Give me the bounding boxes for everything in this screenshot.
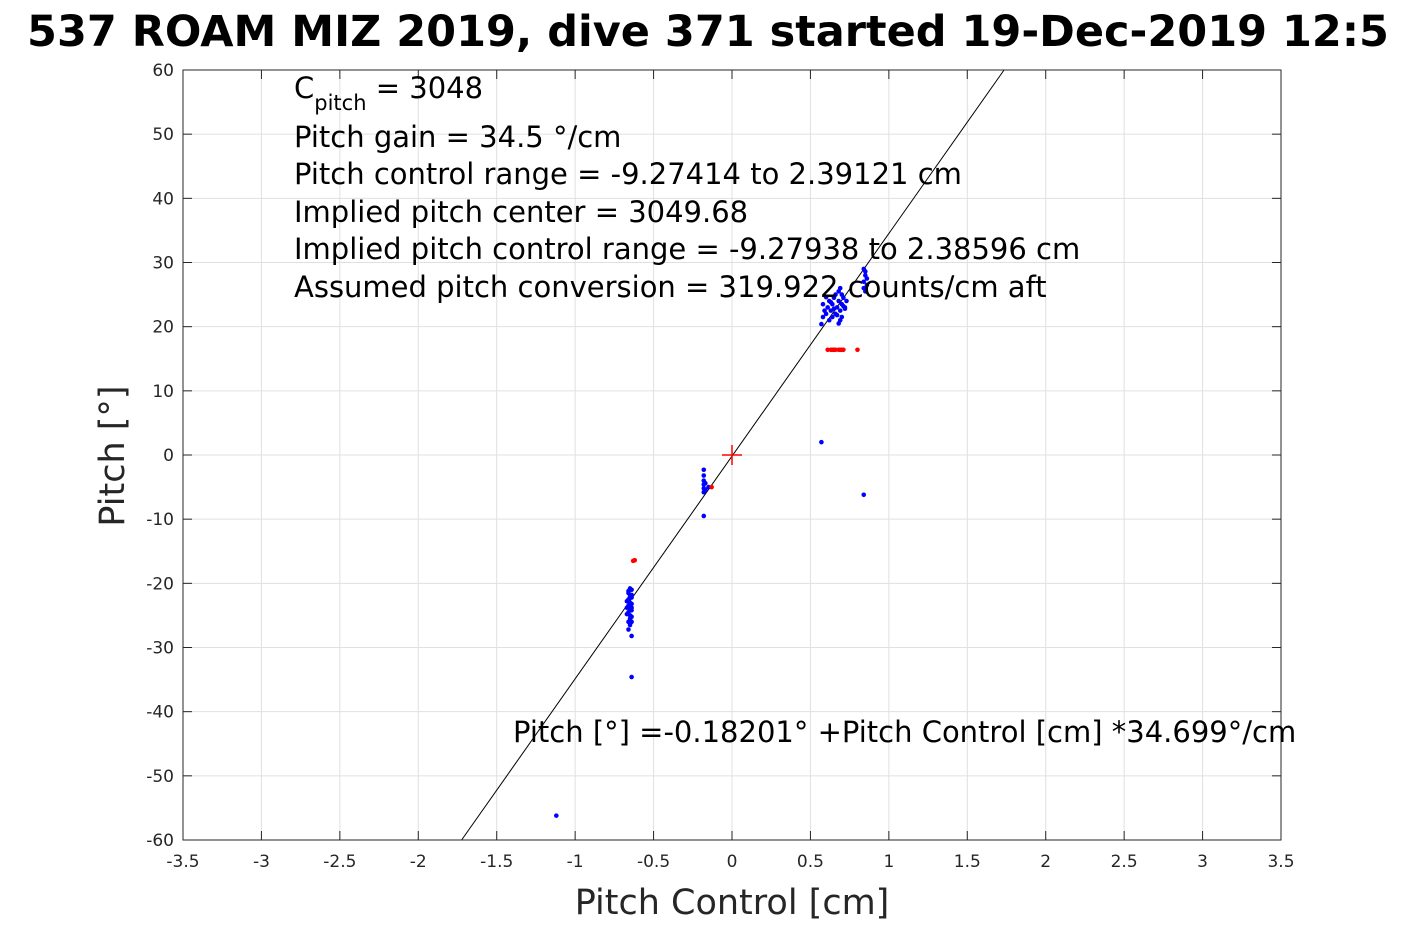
y-tick-label: 30 — [152, 254, 174, 274]
data-point-series-0 — [839, 314, 845, 320]
annotation-pitch-gain: Pitch gain = 34.5 °/cm — [294, 120, 621, 154]
data-points — [554, 266, 870, 818]
data-point-series-1 — [709, 484, 714, 490]
c-pitch-subscript: pitch — [314, 91, 366, 115]
x-tick-label: 2 — [1040, 852, 1051, 872]
data-point-series-0 — [831, 306, 837, 312]
axis-ticks: -3.5 -3 -2.5 -2 -1.5 -1 -0.5 0 0.5 1 1.5 2 2.5 3 3.5 -6… — [146, 61, 1294, 872]
data-point-series-0 — [624, 599, 630, 604]
x-tick-label: -0.5 — [637, 852, 670, 872]
data-point-series-0 — [626, 627, 631, 632]
x-tick-label: 0.5 — [797, 852, 824, 872]
y-tick-label: 50 — [152, 125, 174, 145]
data-point-series-1 — [841, 347, 846, 353]
data-point-series-0 — [837, 308, 843, 313]
x-tick-label: 1.5 — [954, 852, 981, 872]
x-tick-label: -3 — [253, 852, 270, 872]
data-point-series-0 — [701, 467, 707, 473]
y-tick-label: -60 — [146, 831, 174, 851]
y-tick-label: -50 — [146, 767, 174, 787]
y-tick-label: -30 — [146, 639, 174, 659]
c-pitch-base: C — [294, 71, 314, 105]
data-point-series-1 — [630, 558, 636, 564]
x-tick-label: -1.5 — [480, 852, 513, 872]
data-point-series-0 — [701, 513, 707, 519]
data-point-series-0 — [820, 314, 826, 320]
data-point-series-0 — [828, 299, 834, 305]
data-point-series-0 — [819, 321, 824, 327]
x-tick-label: 2.5 — [1111, 852, 1138, 872]
annotation-implied-pitch-center: Implied pitch center = 3049.68 — [294, 195, 748, 229]
x-tick-label: -2.5 — [323, 852, 356, 872]
data-point-series-0 — [629, 674, 634, 680]
y-tick-label: 60 — [152, 61, 174, 81]
data-point-series-0 — [833, 292, 838, 297]
data-point-series-0 — [701, 473, 707, 478]
data-point-series-0 — [629, 633, 634, 639]
data-point-series-0 — [836, 298, 841, 304]
data-point-series-0 — [626, 588, 631, 594]
data-point-series-0 — [624, 611, 630, 617]
data-point-series-0 — [703, 480, 708, 486]
data-point-series-0 — [826, 317, 832, 323]
chart-title: 537 ROAM MIZ 2019, dive 371 started 19-D… — [27, 7, 1389, 57]
data-point-series-0 — [861, 285, 867, 291]
y-tick-label: 10 — [152, 382, 174, 402]
data-point-series-0 — [842, 306, 848, 312]
c-pitch-value: = 3048 — [367, 71, 484, 105]
data-point-series-0 — [624, 605, 630, 611]
annotation-c-pitch: Cpitch = 3048 — [294, 71, 483, 115]
center-marker-group — [722, 445, 742, 465]
y-tick-label: -20 — [146, 574, 174, 594]
x-tick-label: -1 — [567, 852, 584, 872]
y-axis-label: Pitch [°] — [93, 385, 133, 526]
x-tick-label: 0 — [727, 852, 738, 872]
y-tick-label: 40 — [152, 189, 174, 209]
data-point-series-0 — [703, 487, 708, 492]
x-tick-label: 1 — [883, 852, 894, 872]
data-point-series-0 — [820, 301, 826, 307]
x-axis-label: Pitch Control [cm] — [575, 883, 890, 923]
data-point-series-0 — [864, 282, 870, 288]
data-point-series-0 — [629, 601, 634, 607]
data-point-series-0 — [627, 622, 633, 628]
annotation-pitch-control-range: Pitch control range = -9.27414 to 2.3912… — [294, 157, 962, 191]
data-point-series-0 — [629, 592, 634, 598]
data-point-series-0 — [825, 305, 830, 310]
data-point-series-0 — [823, 294, 829, 300]
annotation-fit-equation: Pitch [°] =-0.18201° +Pitch Control [cm]… — [513, 715, 1296, 749]
data-point-series-0 — [836, 321, 841, 326]
x-tick-label: 3 — [1197, 852, 1208, 872]
data-point-series-0 — [554, 813, 559, 818]
data-point-series-0 — [861, 279, 867, 285]
y-tick-label: 0 — [163, 446, 174, 466]
data-point-series-0 — [839, 292, 845, 297]
x-tick-label: -2 — [410, 852, 427, 872]
data-point-series-0 — [837, 285, 843, 291]
x-tick-label: 3.5 — [1267, 852, 1294, 872]
x-tick-label: -3.5 — [166, 852, 199, 872]
data-point-series-0 — [834, 312, 840, 318]
data-point-series-0 — [863, 269, 868, 274]
y-tick-label: -10 — [146, 510, 174, 530]
data-point-series-0 — [844, 298, 849, 304]
data-point-series-0 — [864, 276, 870, 281]
annotation-assumed-pitch-conversion: Assumed pitch conversion = 319.922 count… — [294, 270, 1047, 304]
data-point-series-0 — [830, 314, 835, 320]
annotation-implied-pitch-control-range: Implied pitch control range = -9.27938 t… — [294, 232, 1080, 266]
data-point-series-0 — [629, 605, 634, 611]
data-point-series-0 — [823, 311, 829, 317]
data-point-series-1 — [855, 347, 860, 353]
data-point-series-0 — [819, 439, 824, 445]
y-tick-label: 20 — [152, 318, 174, 338]
y-tick-label: -40 — [146, 703, 174, 723]
data-point-series-0 — [861, 492, 867, 498]
